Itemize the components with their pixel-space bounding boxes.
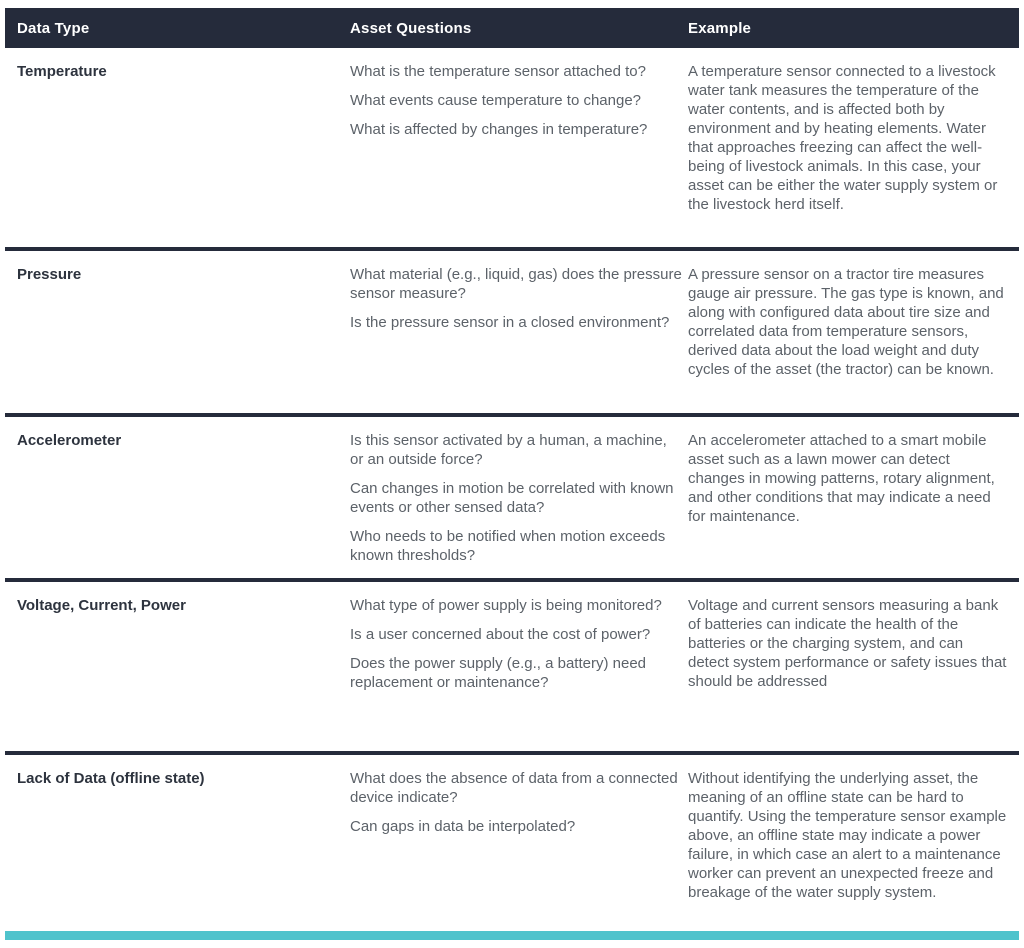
data-type-label: Voltage, Current, Power	[17, 597, 186, 614]
question-text: Does the power supply (e.g., a battery) …	[350, 655, 647, 691]
example-cell: Without identifying the underlying asset…	[683, 769, 1007, 931]
question-text: Is the pressure sensor in a closed envir…	[350, 314, 670, 331]
table-row: Lack of Data (offline state) What does t…	[5, 755, 1019, 931]
table-row: Voltage, Current, Power What type of pow…	[5, 582, 1019, 755]
data-type-label: Pressure	[17, 266, 82, 283]
data-type-table: Data Type Asset Questions Example Temper…	[5, 8, 1019, 940]
question-text: What material (e.g., liquid, gas) does t…	[350, 266, 682, 302]
asset-questions-cell: Is this sensor activated by a human, a m…	[345, 431, 683, 578]
question-text: What type of power supply is being monit…	[350, 597, 662, 614]
table-row: Temperature What is the temperature sens…	[5, 48, 1019, 251]
example-text: A temperature sensor connected to a live…	[688, 63, 998, 213]
column-header-data-type: Data Type	[17, 19, 90, 37]
example-cell: A pressure sensor on a tractor tire meas…	[683, 265, 1007, 413]
example-cell: A temperature sensor connected to a live…	[683, 62, 1007, 247]
question-text: Can changes in motion be correlated with…	[350, 480, 674, 516]
example-text: A pressure sensor on a tractor tire meas…	[688, 266, 1004, 378]
question-text: What is affected by changes in temperatu…	[350, 121, 648, 138]
asset-questions-cell: What is the temperature sensor attached …	[345, 62, 683, 247]
table-body: Temperature What is the temperature sens…	[5, 48, 1019, 931]
example-text: Without identifying the underlying asset…	[688, 770, 1007, 901]
question-text: Is this sensor activated by a human, a m…	[350, 432, 667, 468]
data-type-label: Temperature	[17, 63, 107, 80]
asset-questions-cell: What material (e.g., liquid, gas) does t…	[345, 265, 683, 413]
column-header-example: Example	[688, 19, 752, 37]
question-text: What is the temperature sensor attached …	[350, 63, 646, 80]
asset-questions-cell: What type of power supply is being monit…	[345, 596, 683, 751]
example-text: Voltage and current sensors measuring a …	[688, 597, 1007, 690]
example-cell: Voltage and current sensors measuring a …	[683, 596, 1007, 751]
table-row: Pressure What material (e.g., liquid, ga…	[5, 251, 1019, 417]
example-cell: An accelerometer attached to a smart mob…	[683, 431, 1007, 578]
question-text: Is a user concerned about the cost of po…	[350, 626, 651, 643]
accent-bar	[5, 931, 1019, 940]
question-text: What events cause temperature to change?	[350, 92, 642, 109]
example-text: An accelerometer attached to a smart mob…	[688, 432, 995, 525]
column-header-asset-questions: Asset Questions	[350, 19, 472, 37]
table-row: Accelerometer Is this sensor activated b…	[5, 417, 1019, 582]
question-text: Can gaps in data be interpolated?	[350, 818, 576, 835]
question-text: Who needs to be notified when motion exc…	[350, 528, 666, 564]
table-header-row: Data Type Asset Questions Example	[5, 8, 1019, 48]
data-type-label: Accelerometer	[17, 432, 122, 449]
question-text: What does the absence of data from a con…	[350, 770, 678, 806]
data-type-label: Lack of Data (offline state)	[17, 770, 205, 787]
asset-questions-cell: What does the absence of data from a con…	[345, 769, 683, 931]
